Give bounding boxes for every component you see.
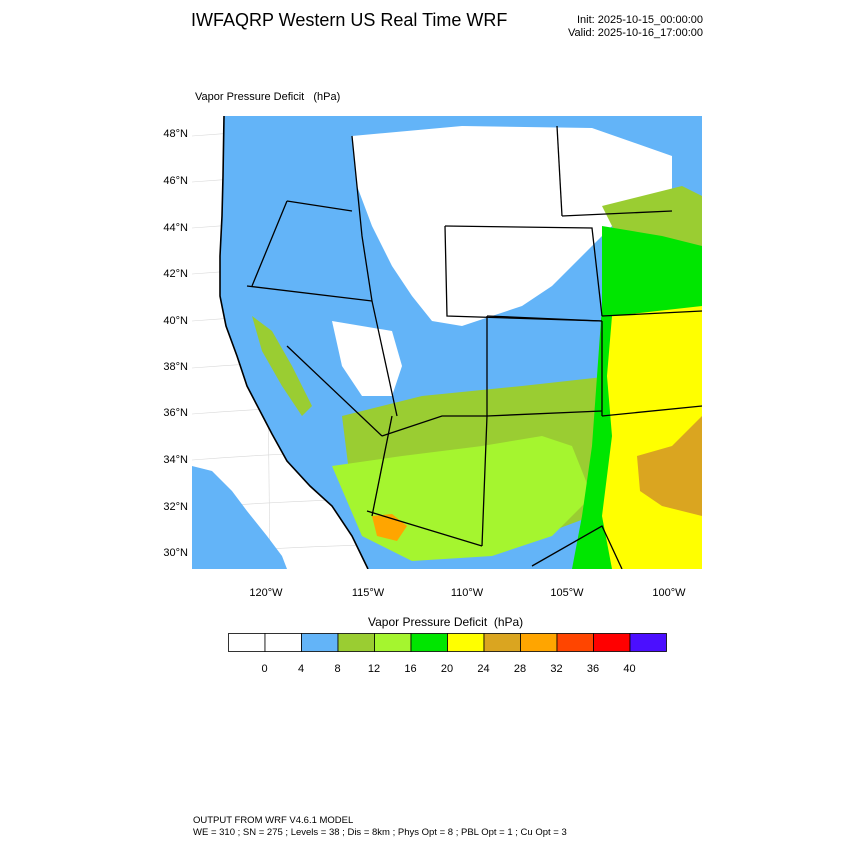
colorbar-title: Vapor Pressure Deficit (hPa) [368, 615, 524, 629]
lat-label: 42°N [163, 268, 188, 280]
colorbar-tick-label: 20 [440, 663, 454, 675]
colorbar-tick-label: 8 [334, 663, 341, 675]
colorbar-swatch [447, 633, 485, 652]
colorbar [228, 633, 667, 652]
lat-label: 32°N [163, 501, 188, 513]
state-borders [246, 125, 702, 569]
lon-label: 105°W [550, 587, 584, 599]
vpd-map [192, 116, 702, 569]
land-vpd-24-28 [637, 416, 702, 516]
colorbar-tick-label: 36 [586, 663, 600, 675]
lon-label: 120°W [249, 587, 283, 599]
colorbar-swatch [374, 633, 412, 652]
colorbar-swatch [593, 633, 631, 652]
colorbar-tick-label: 24 [477, 663, 490, 675]
colorbar-swatch [337, 633, 375, 652]
init-time: Init: 2025-10-15_00:00:00 [577, 14, 703, 26]
lat-label: 44°N [163, 222, 188, 234]
lon-label: 100°W [652, 587, 686, 599]
colorbar-tick-label: 12 [367, 663, 381, 675]
colorbar-swatch [629, 633, 667, 652]
field-label: Vapor Pressure Deficit (hPa) [195, 91, 341, 103]
footer-line-2: WE = 310 ; SN = 275 ; Levels = 38 ; Dis … [193, 827, 567, 838]
colorbar-swatch [556, 633, 594, 652]
land-verylow-vpd-2 [332, 321, 402, 396]
lat-label: 36°N [163, 407, 188, 419]
valid-time: Valid: 2025-10-16_17:00:00 [568, 27, 703, 39]
lon-label: 110°W [450, 587, 484, 599]
model-footer: OUTPUT FROM WRF V4.6.1 MODEL WE = 310 ; … [193, 815, 567, 839]
lat-label: 34°N [163, 454, 188, 466]
coastline [219, 116, 369, 569]
colorbar-tick-label: 32 [550, 663, 563, 675]
colorbar-swatch [228, 633, 266, 652]
colorbar-tick-label: 0 [261, 663, 268, 675]
colorbar-tick-label: 40 [623, 663, 636, 675]
lat-label: 40°N [163, 315, 188, 327]
colorbar-tick-label: 4 [297, 663, 305, 675]
footer-line-1: OUTPUT FROM WRF V4.6.1 MODEL [193, 815, 354, 826]
lat-label: 30°N [163, 547, 188, 559]
colorbar-swatch [264, 633, 302, 652]
colorbar-swatch [301, 633, 339, 652]
offshore-low-vpd [192, 466, 287, 569]
lat-label: 38°N [163, 361, 188, 373]
plot-title: IWFAQRP Western US Real Time WRF [191, 10, 508, 30]
lat-label: 48°N [163, 128, 188, 140]
colorbar-tick-label: 28 [513, 663, 527, 675]
run-times: Init: 2025-10-15_00:00:00 Valid: 2025-10… [568, 14, 703, 40]
colorbar-swatch [520, 633, 558, 652]
colorbar-swatch [410, 633, 448, 652]
colorbar-swatch [483, 633, 521, 652]
land-verylow-vpd [352, 126, 672, 326]
colorbar-tick-label: 16 [404, 663, 417, 675]
lon-label: 115°W [351, 587, 385, 599]
land-vpd-8-12-ca [252, 316, 312, 416]
lat-label: 46°N [163, 175, 188, 187]
